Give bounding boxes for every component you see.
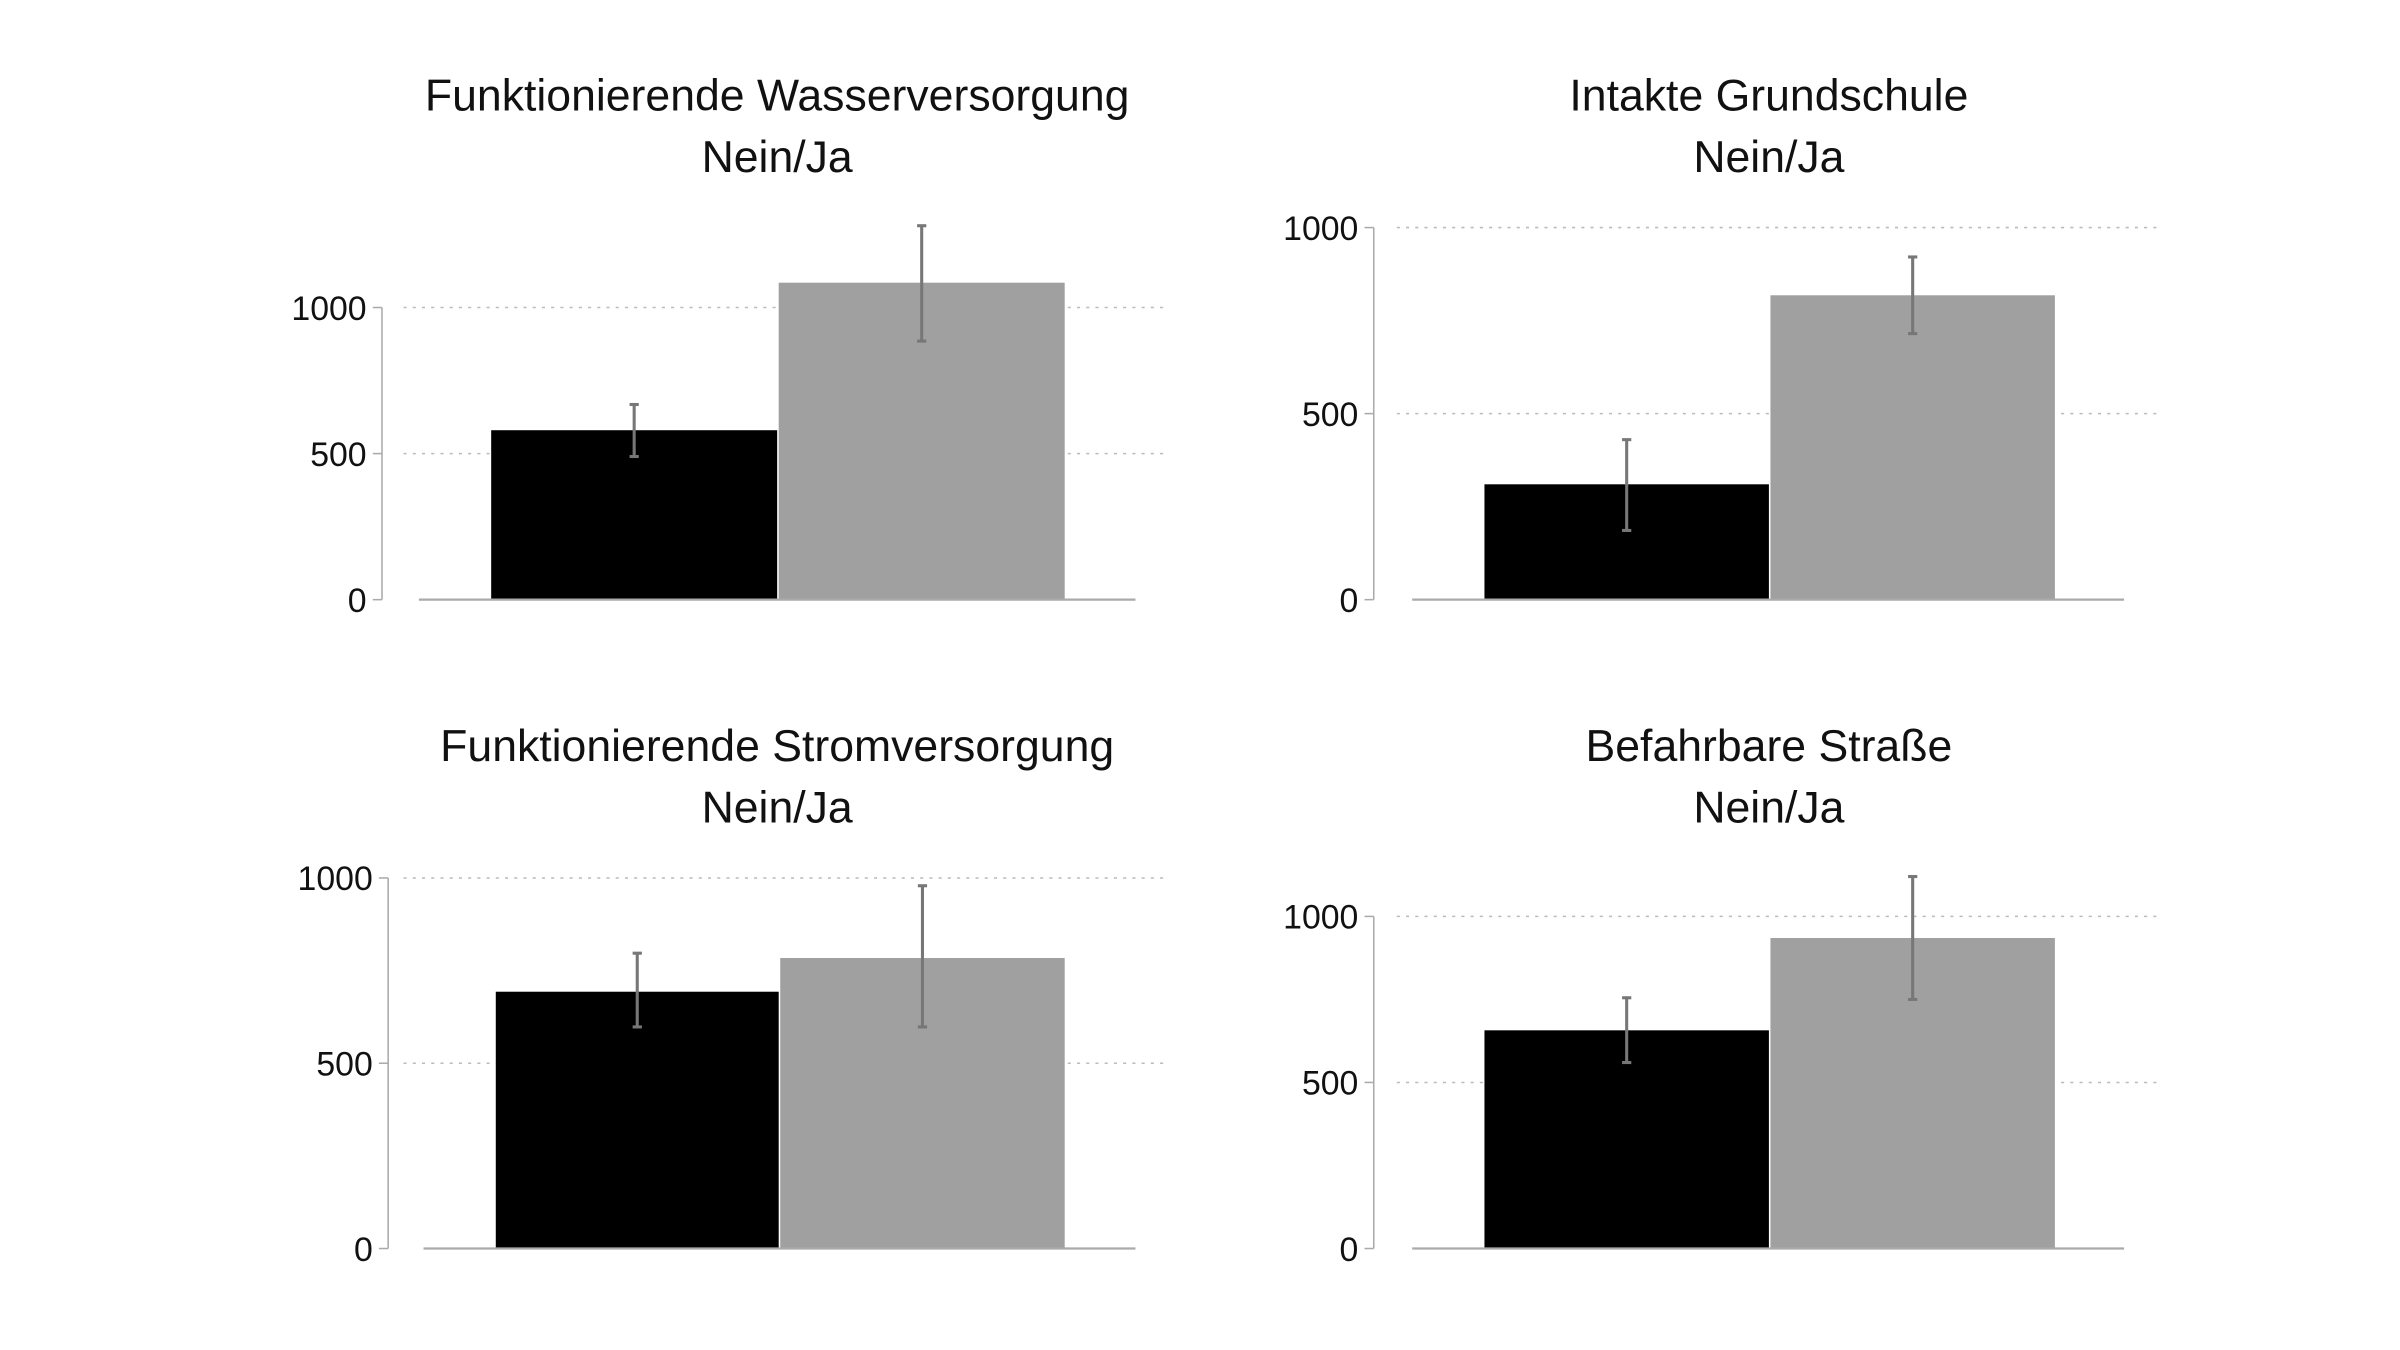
chart-subtitle: Nein/Ja: [1693, 784, 1844, 833]
y-tick-label: 500: [1302, 1065, 1358, 1103]
chart-title: Intakte Grundschule: [1569, 72, 1968, 121]
y-tick-label: 500: [310, 436, 366, 474]
chart-panel: Intakte Grundschule Nein/Ja 0 500 1000: [1283, 72, 2163, 620]
error-bar: [632, 951, 642, 1029]
error-bar: [1908, 875, 1918, 1001]
y-tick-label: 500: [1302, 396, 1358, 434]
error-bar: [1622, 996, 1632, 1065]
y-tick-label: 0: [1340, 582, 1359, 620]
bar-nein: [495, 991, 779, 1249]
chart-subtitle: Nein/Ja: [702, 133, 853, 182]
y-tick-label: 0: [348, 582, 367, 620]
y-tick-label: 0: [354, 1231, 373, 1269]
chart-panel: Befahrbare Straße Nein/Ja 0 500 1000: [1283, 722, 2163, 1269]
error-bar: [1622, 438, 1632, 532]
chart-panel: Funktionierende Wasserversorgung Nein/Ja 0…: [291, 72, 1167, 620]
y-tick-label: 1000: [298, 860, 373, 898]
chart-title: Befahrbare Straße: [1586, 722, 1953, 771]
y-tick-label: 1000: [1283, 210, 1358, 248]
chart-subtitle: Nein/Ja: [1693, 133, 1844, 182]
bar-nein: [491, 430, 778, 600]
chart-title: Funktionierende Stromversorgung: [440, 722, 1114, 771]
y-tick-label: 1000: [1283, 899, 1358, 937]
chart-subtitle: Nein/Ja: [702, 784, 853, 833]
bar-nein: [1484, 1030, 1769, 1249]
bar-ja: [1770, 295, 2055, 600]
error-bar: [917, 224, 927, 343]
chart-panel: Funktionierende Stromversorgung Nein/Ja 0 5…: [298, 722, 1167, 1269]
error-bar: [629, 402, 639, 459]
error-bar: [1908, 255, 1918, 336]
error-bar: [917, 884, 928, 1029]
y-tick-label: 500: [316, 1046, 372, 1084]
chart-title: Funktionierende Wasserversorgung: [425, 72, 1130, 121]
y-tick-label: 0: [1340, 1231, 1359, 1269]
y-tick-label: 1000: [291, 290, 366, 328]
